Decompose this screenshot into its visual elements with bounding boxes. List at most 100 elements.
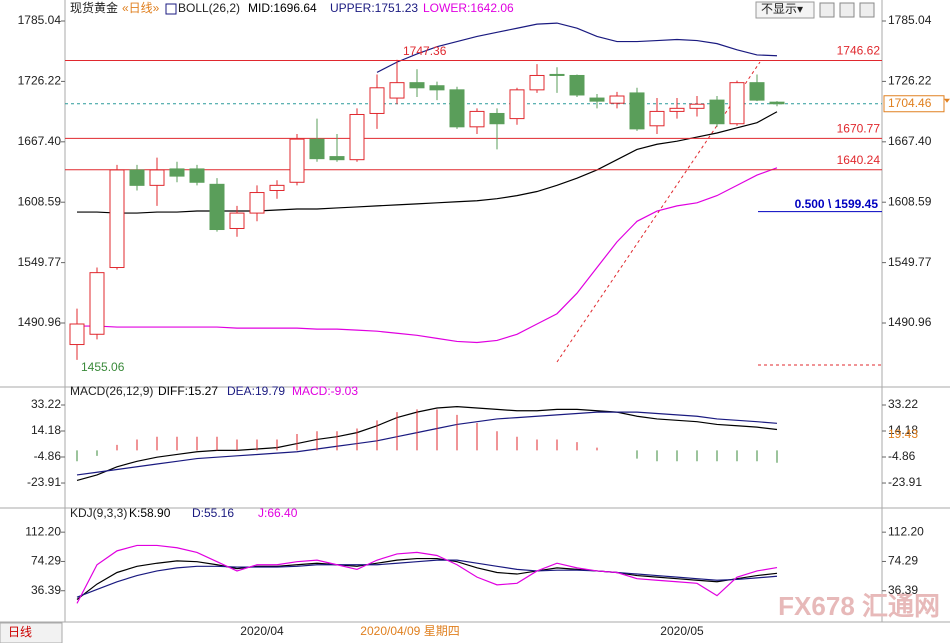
candle-body <box>609 95 625 104</box>
period-tab-label: 日线 <box>8 625 32 639</box>
panel-title: MACD(26,12,9) <box>70 384 153 398</box>
y-tick-label: 36.39 <box>31 583 61 597</box>
candle-body <box>549 73 565 76</box>
candle-body <box>89 272 105 335</box>
legend-entry: MACD:-9.03 <box>292 384 358 398</box>
candle-body <box>749 82 765 101</box>
icon-button[interactable] <box>819 2 835 18</box>
candle-body <box>589 97 605 102</box>
legend-entry: K:58.90 <box>129 506 171 520</box>
indicator-line <box>76 557 778 601</box>
y-tick-label: 1785.04 <box>888 13 932 27</box>
price-label: 1704.46 <box>888 96 932 110</box>
candle-body <box>569 74 585 96</box>
legend-entry: LOWER:1642.06 <box>423 1 514 15</box>
y-tick-label: 112.20 <box>25 524 61 538</box>
y-tick-label: -23.91 <box>888 475 922 489</box>
legend-entry: UPPER:1751.23 <box>330 1 418 15</box>
candle-body <box>489 112 505 125</box>
y-tick-label: 33.22 <box>31 397 61 411</box>
y-tick-label: 1608.59 <box>888 194 932 208</box>
low-label: 1455.06 <box>81 360 125 374</box>
price-box <box>883 95 945 113</box>
panel-title: 现货黄金 <box>70 0 118 15</box>
y-tick-label: 1608.59 <box>18 194 62 208</box>
y-tick-label: -4.86 <box>888 449 916 463</box>
indicator-icon <box>165 3 177 15</box>
candle-body <box>769 101 785 105</box>
legend-entry: J:66.40 <box>258 506 298 520</box>
cursor-date: 2020/04/09 星期四 <box>360 624 459 638</box>
candle-body <box>189 168 205 183</box>
candle-body <box>129 169 145 186</box>
level-label: 1746.62 <box>837 44 881 58</box>
y-tick-label: 1667.40 <box>888 134 932 148</box>
level-label: 1670.77 <box>837 122 881 136</box>
indicator-line <box>76 406 778 481</box>
y-tick-label: -4.86 <box>34 449 62 463</box>
indicator-line <box>76 411 778 476</box>
candle-body <box>709 99 725 125</box>
x-tick-label: 2020/05 <box>660 624 704 638</box>
hide-button[interactable] <box>755 1 815 19</box>
y-tick-label: 14.18 <box>888 423 918 437</box>
icon-button[interactable] <box>859 2 875 18</box>
panel-title: KDJ(9,3,3) <box>70 506 127 520</box>
candle-body <box>729 82 745 125</box>
candle-body <box>209 183 225 231</box>
y-tick-label: 74.29 <box>31 554 61 568</box>
legend-entry: DEA:19.79 <box>227 384 285 398</box>
candle-body <box>289 138 305 183</box>
y-tick-label: 112.20 <box>888 524 924 538</box>
icon-button[interactable] <box>839 2 855 18</box>
candle-body <box>389 82 405 99</box>
x-tick-label: 2020/04 <box>240 624 284 638</box>
high-label: 1747.36 <box>403 44 447 58</box>
y-tick-label: 14.18 <box>31 423 61 437</box>
indicator-line <box>77 167 778 344</box>
indicator: BOLL(26,2) <box>178 1 240 15</box>
period-tab[interactable] <box>0 622 63 643</box>
candle-body <box>329 156 345 161</box>
y-tick-label: 1726.22 <box>888 74 932 88</box>
candle-body <box>689 103 705 109</box>
y-tick-label: 1490.96 <box>18 315 62 329</box>
legend-entry: MID:1696.64 <box>248 1 317 15</box>
legend-entry: DIFF:15.27 <box>158 384 218 398</box>
candle-body <box>409 82 425 89</box>
y-tick-label: 33.22 <box>888 397 918 411</box>
candle-body <box>669 107 685 112</box>
candle-body <box>369 87 385 114</box>
y-tick-label: 1490.96 <box>888 315 932 329</box>
y-tick-label: 1549.77 <box>888 255 932 269</box>
indicator-line <box>77 111 778 214</box>
y-tick-label: 1549.77 <box>18 255 62 269</box>
fib-label: 0.500 \ 1599.45 <box>795 197 879 211</box>
candle-body <box>249 192 265 214</box>
price-arrow <box>944 98 950 103</box>
level-label: 1640.24 <box>837 153 881 167</box>
candle-body <box>69 323 85 346</box>
indicator-line <box>76 544 778 604</box>
candle-body <box>449 89 465 128</box>
candle-body <box>169 168 185 177</box>
y-tick-label: 1726.22 <box>18 74 62 88</box>
y-tick-label: 1667.40 <box>18 134 62 148</box>
candle-body <box>529 74 545 91</box>
candle-body <box>429 85 445 91</box>
candle-body <box>349 113 365 161</box>
candle-body <box>469 110 485 128</box>
y-tick-label: 74.29 <box>888 554 918 568</box>
candle-body <box>229 212 245 229</box>
candle-body <box>509 89 525 120</box>
indicator-line <box>376 22 778 73</box>
candle-body <box>649 110 665 127</box>
candle-body <box>629 92 645 130</box>
watermark: FX678 汇通网 <box>778 591 940 621</box>
legend-entry: D:55.16 <box>192 506 234 520</box>
y-tick-label: 36.39 <box>888 583 918 597</box>
side-label: 19.43 <box>888 427 918 441</box>
period: «日线» <box>122 1 160 15</box>
